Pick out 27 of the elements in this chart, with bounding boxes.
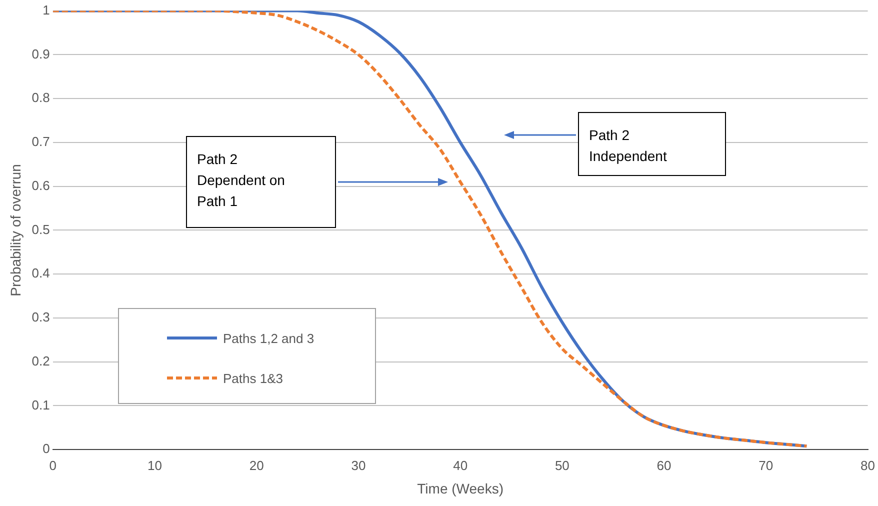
x-tick-label: 30 xyxy=(351,458,366,473)
y-tick-label: 0.5 xyxy=(32,222,50,237)
x-tick-label: 10 xyxy=(148,458,162,473)
y-tick-label: 0.7 xyxy=(32,134,50,150)
y-tick-label: 0.1 xyxy=(32,397,50,412)
y-tick-label: 1 xyxy=(42,2,50,18)
legend-label: Paths 1,2 and 3 xyxy=(223,330,314,346)
annotation: Path 2 Independent xyxy=(589,127,667,164)
note-box: Path 2 Dependent on Path 1 xyxy=(186,136,336,228)
x-tick-label: 80 xyxy=(860,458,876,473)
note-box: Path 2 Independent xyxy=(578,112,726,176)
y-tick-label: 0.8 xyxy=(32,90,50,106)
x-tick-label: 50 xyxy=(554,458,570,473)
x-axis-title: Time (Weeks) xyxy=(417,480,504,496)
y-tick-label: 0.9 xyxy=(32,46,50,62)
y-tick-label: 0.4 xyxy=(32,266,50,281)
annotation: Path 2 Dependent on Path 1 xyxy=(197,151,285,209)
y-tick-label: 0.2 xyxy=(32,353,50,368)
y-tick-label: 0.6 xyxy=(32,178,50,193)
x-tick-label: 70 xyxy=(758,458,774,473)
y-axis-title: Probability of overrun xyxy=(7,164,24,296)
x-tick-label: 40 xyxy=(453,458,468,473)
x-tick-label: 60 xyxy=(656,458,672,473)
legend-label: Paths 1&3 xyxy=(223,370,283,386)
y-tick-label: 0.3 xyxy=(32,310,50,325)
x-tick-label: 20 xyxy=(249,458,264,473)
y-tick-label: 0 xyxy=(42,441,50,456)
